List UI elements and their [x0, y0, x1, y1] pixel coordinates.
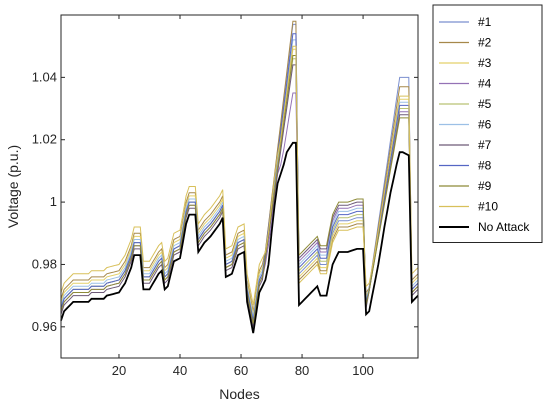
series-line-9: [60, 55, 419, 324]
x-axis-title: Nodes: [219, 386, 259, 402]
plot-lines: [60, 20, 419, 334]
legend-label: #7: [478, 138, 492, 152]
legend-label: #6: [478, 118, 492, 132]
y-tick-label: 0.96: [32, 319, 57, 334]
y-tick-label: 1.02: [32, 132, 57, 147]
legend-label: #10: [478, 200, 498, 214]
x-tick-label: 20: [112, 363, 126, 378]
series-line-no-attack: [60, 141, 419, 334]
legend-label: No Attack: [478, 220, 530, 234]
legend-label: #5: [478, 97, 492, 111]
x-tick-label: 100: [352, 363, 374, 378]
legend-label: #4: [478, 77, 492, 91]
y-axis-title: Voltage (p.u.): [5, 145, 21, 228]
legend-label: #9: [478, 179, 492, 193]
x-tick-label: 40: [173, 363, 187, 378]
y-tick-label: 1: [50, 194, 57, 209]
plot-frame: [60, 14, 419, 359]
y-tick-label: 1.04: [32, 69, 57, 84]
series-line-3: [60, 48, 419, 315]
series-line-7: [60, 64, 419, 327]
x-tick-label: 60: [234, 363, 248, 378]
series-line-8: [60, 33, 419, 321]
series-line-6: [60, 39, 419, 318]
legend-label: #2: [478, 36, 492, 50]
series-line-2: [60, 20, 419, 312]
legend-box: [432, 4, 543, 243]
y-tick-label: 0.98: [32, 256, 57, 271]
x-tick-label: 80: [295, 363, 309, 378]
legend: #1 #2 #3 #4 #5 #6 #7 #8 #9 #10 No Attack: [432, 4, 543, 243]
axis-ticks: 20 40 60 80 100 0.96 0.98 1 1.02 1.04: [32, 15, 418, 378]
legend-label: #3: [478, 56, 492, 70]
legend-label: #8: [478, 159, 492, 173]
series-line-10: [60, 45, 419, 306]
legend-label: #1: [478, 15, 492, 29]
